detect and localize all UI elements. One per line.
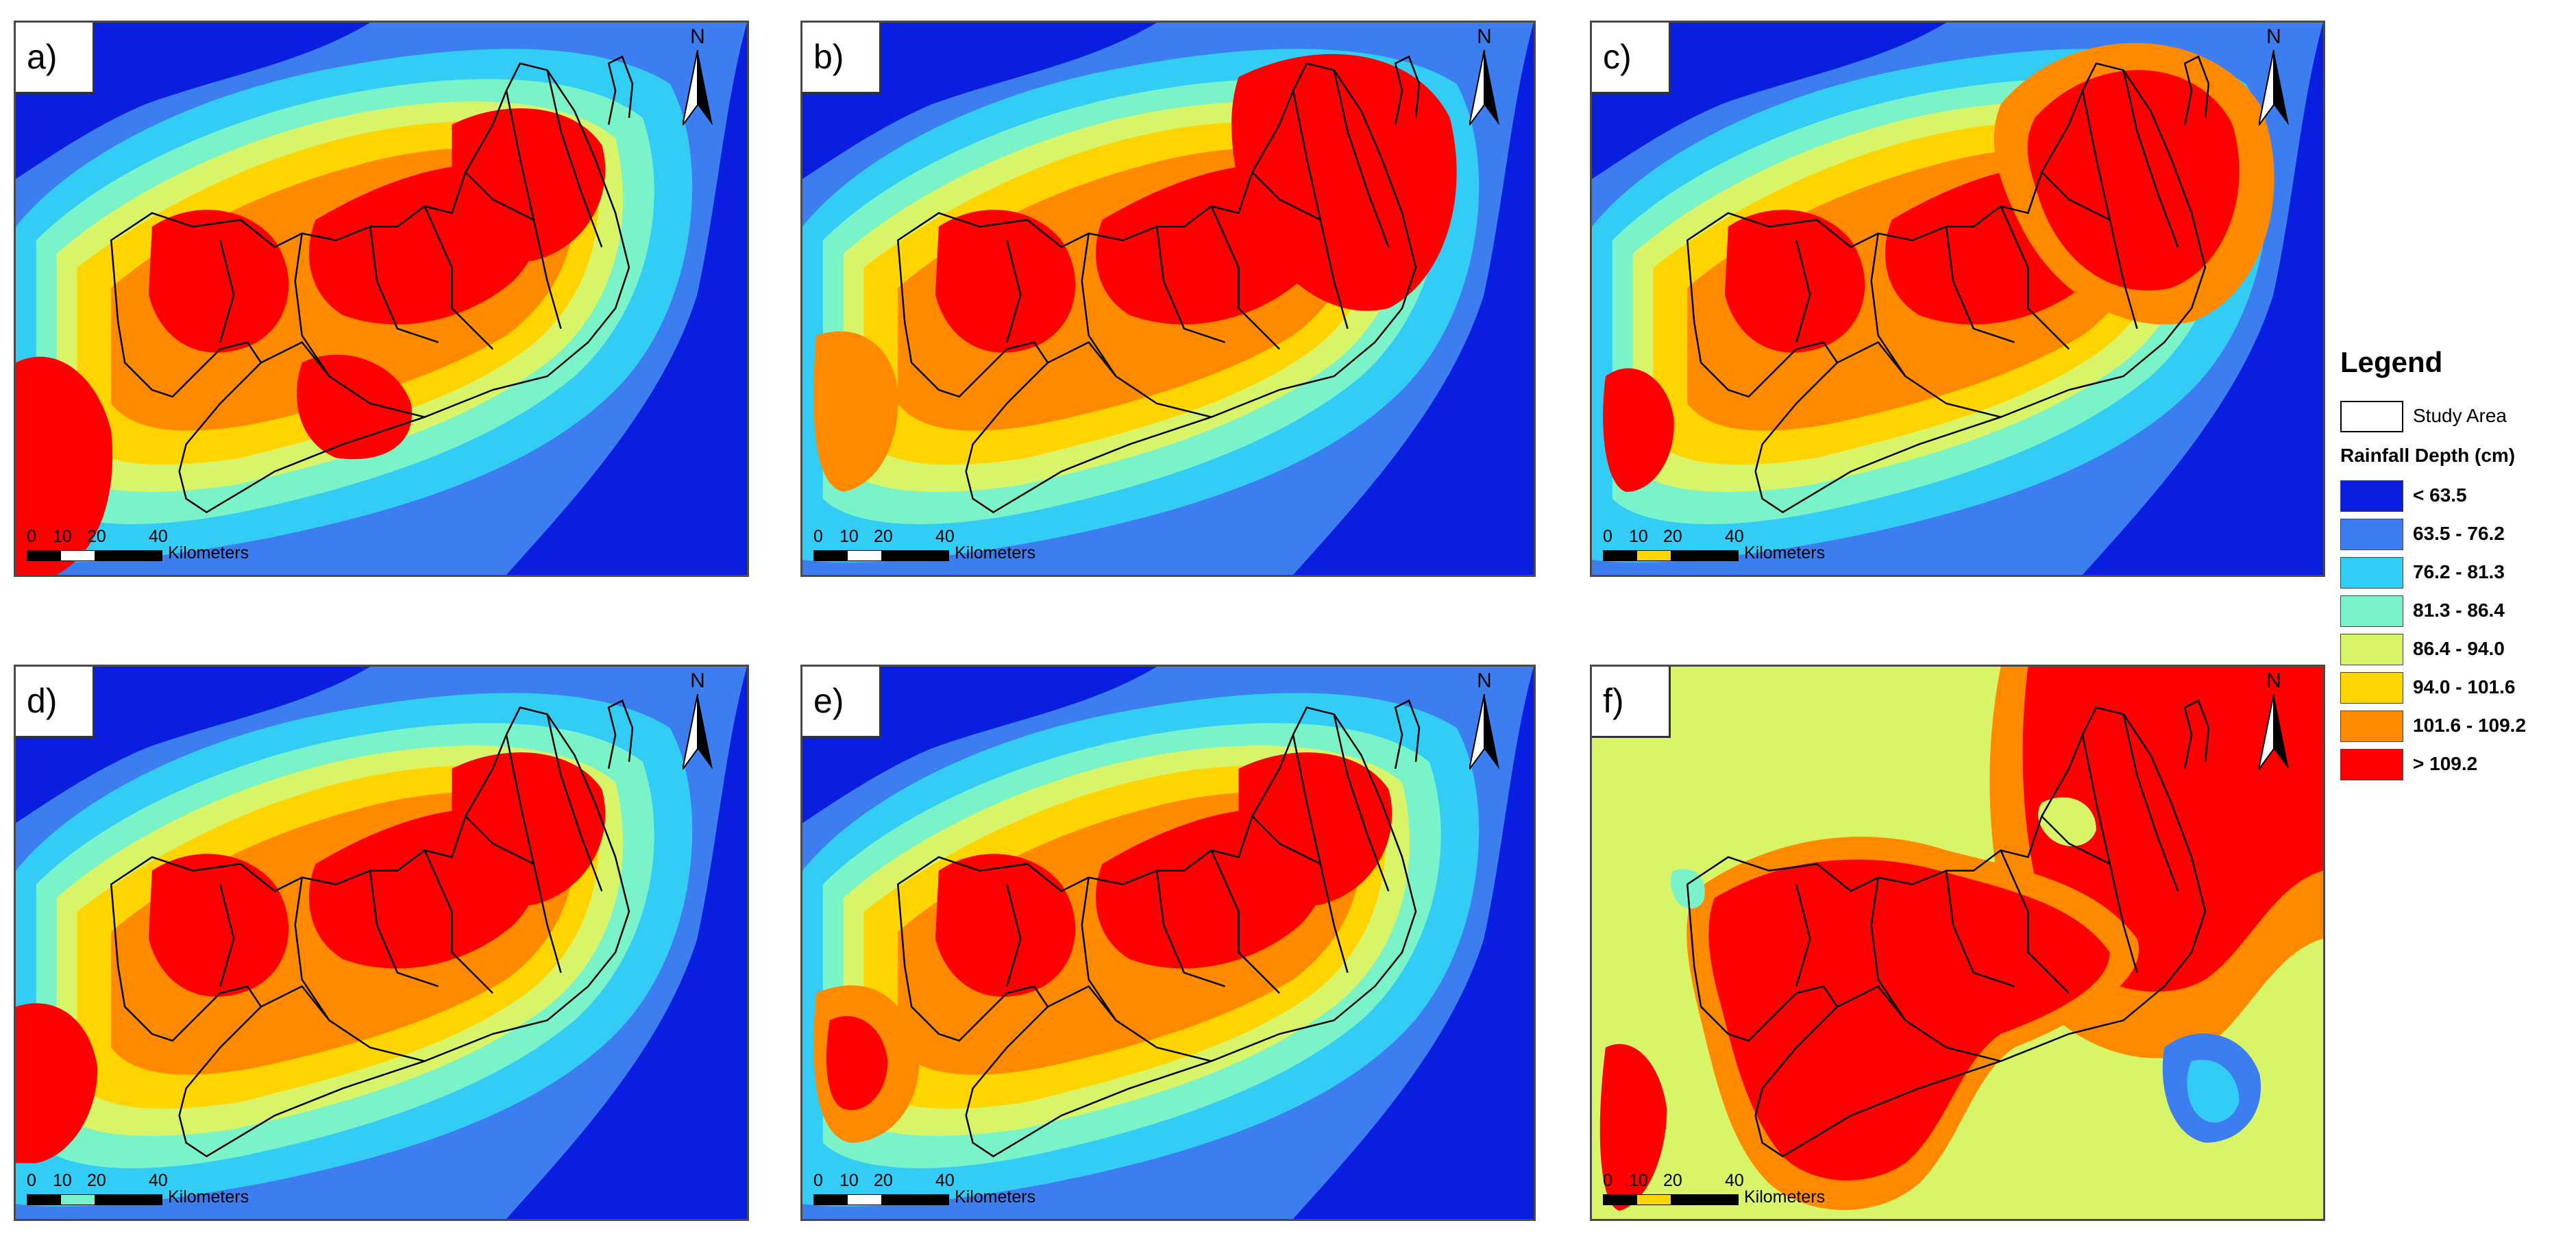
panel-label: e): [802, 667, 881, 738]
legend-class-label: 81.3 - 86.4: [2413, 600, 2505, 621]
panel-label: b): [802, 23, 881, 94]
rainfall-depth-title: Rainfall Depth (cm): [2340, 445, 2516, 466]
map-panel-b: b) N 0 10 20 40 Kilometers: [800, 21, 1536, 577]
study-area-label: Study Area: [2413, 405, 2507, 426]
rainfall-map-e: [802, 667, 1534, 1219]
panel-label: f): [1592, 667, 1671, 738]
legend-class-item: 86.4 - 94.0: [2340, 632, 2573, 671]
rainfall-map-b: [802, 23, 1534, 575]
legend-study-area: Study Area: [2340, 401, 2573, 435]
legend-class-label: 76.2 - 81.3: [2413, 561, 2505, 582]
legend-class-label: 86.4 - 94.0: [2413, 638, 2505, 659]
legend-color-swatch: [2340, 480, 2403, 512]
panel-label: c): [1592, 23, 1671, 94]
north-arrow-icon: N: [1462, 25, 1506, 128]
legend-class-label: > 109.2: [2413, 753, 2478, 774]
legend-color-swatch: [2340, 672, 2403, 704]
legend-color-swatch: [2340, 711, 2403, 742]
north-arrow-icon: N: [676, 25, 720, 128]
scale-bar: 0 10 20 40 Kilometers: [27, 527, 249, 563]
legend-title: Legend: [2340, 346, 2443, 378]
legend-class-item: 94.0 - 101.6: [2340, 671, 2573, 709]
legend-color-swatch: [2340, 519, 2403, 550]
north-arrow-icon: N: [1462, 669, 1506, 772]
rainfall-map-d: [16, 667, 747, 1219]
rainfall-map-f: [1592, 667, 2323, 1219]
scale-bar: 0 10 20 40 Kilometers: [1603, 1171, 1826, 1207]
legend-color-swatch: [2340, 557, 2403, 589]
rainfall-map-c: [1592, 23, 2323, 575]
map-panel-f: f) N 0 10 20 40 Kilometers: [1590, 665, 2325, 1221]
north-arrow-icon: N: [2252, 25, 2296, 128]
legend: Legend Study Area Rainfall Depth (cm) < …: [2340, 346, 2573, 780]
scale-bar: 0 10 20 40 Kilometers: [813, 1171, 1036, 1207]
scale-bar: 0 10 20 40 Kilometers: [1603, 527, 1826, 563]
legend-color-swatch: [2340, 634, 2403, 665]
legend-class-label: 63.5 - 76.2: [2413, 523, 2505, 544]
map-panel-a: a) N 0 10 20 40 Kilometers: [14, 21, 749, 577]
panel-label: a): [16, 23, 95, 94]
map-panel-c: c) N 0 10 20 40 Kilometers: [1590, 21, 2325, 577]
legend-color-swatch: [2340, 749, 2403, 780]
legend-class-item: 76.2 - 81.3: [2340, 556, 2573, 594]
legend-classes: < 63.5 63.5 - 76.2 76.2 - 81.3 81.3 - 86.4 8…: [2340, 479, 2573, 786]
north-arrow-icon: N: [2252, 669, 2296, 772]
legend-class-item: 81.3 - 86.4: [2340, 594, 2573, 632]
map-panel-d: d) N 0 10 20 40 Kilometers: [14, 665, 749, 1221]
map-panel-e: e) N 0 10 20 40 Kilometers: [800, 665, 1536, 1221]
legend-class-item: > 109.2: [2340, 748, 2573, 786]
legend-class-label: < 63.5: [2413, 484, 2467, 506]
legend-class-item: 63.5 - 76.2: [2340, 517, 2573, 556]
legend-color-swatch: [2340, 595, 2403, 627]
north-arrow-icon: N: [676, 669, 720, 772]
scale-bar: 0 10 20 40 Kilometers: [813, 527, 1036, 563]
legend-class-label: 101.6 - 109.2: [2413, 715, 2527, 736]
legend-class-item: 101.6 - 109.2: [2340, 709, 2573, 748]
rainfall-map-a: [16, 23, 747, 575]
legend-class-label: 94.0 - 101.6: [2413, 676, 2516, 697]
scale-bar: 0 10 20 40 Kilometers: [27, 1171, 249, 1207]
study-area-swatch: [2340, 401, 2403, 432]
panel-label: d): [16, 667, 95, 738]
legend-class-item: < 63.5: [2340, 479, 2573, 517]
